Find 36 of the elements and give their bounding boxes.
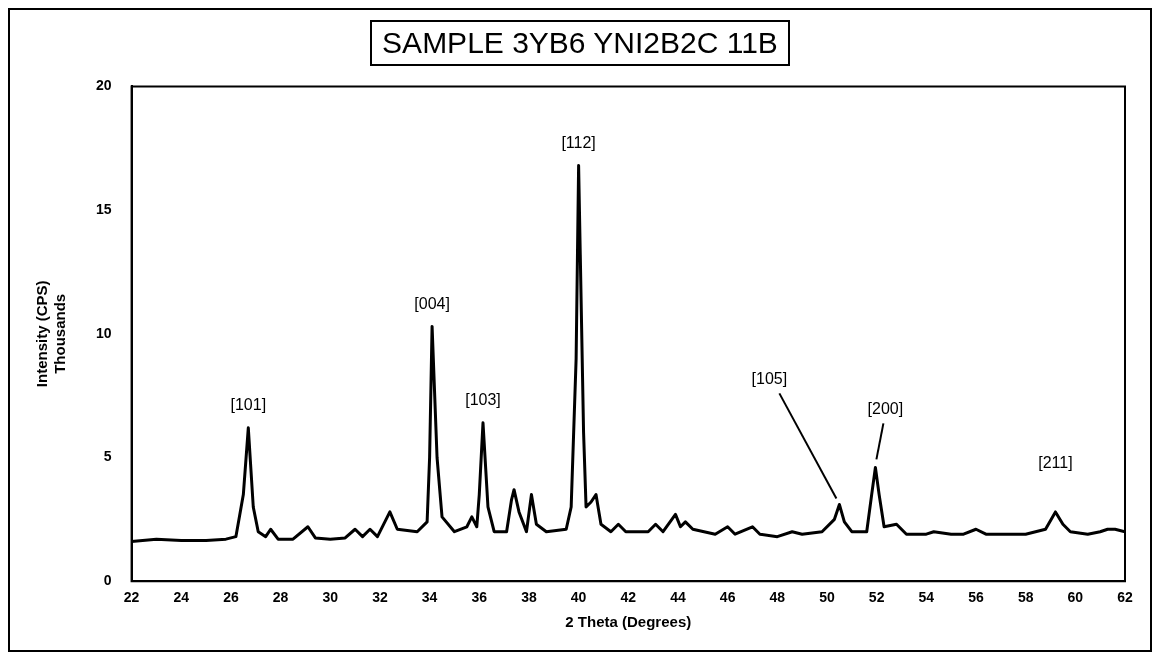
chart-title: SAMPLE 3YB6 YNI2B2C 11B: [370, 20, 790, 66]
y-axis-title: Intensity (CPS) Thousands: [33, 280, 69, 388]
annotation: [200]: [867, 399, 904, 417]
x-tick-label: 28: [272, 589, 289, 606]
x-tick-label: 36: [471, 589, 488, 606]
x-tick-label: 62: [1117, 589, 1133, 606]
x-tick-label: 22: [123, 589, 140, 606]
x-tick-label: 42: [620, 589, 637, 606]
x-tick-label: 24: [173, 589, 190, 606]
x-tick-label: 30: [322, 589, 339, 606]
x-axis-title: 2 Theta (Degrees): [565, 613, 692, 631]
x-tick-label: 48: [769, 589, 786, 606]
annotation: [105]: [751, 369, 788, 387]
x-tick-label: 60: [1067, 589, 1084, 606]
x-tick-label: 46: [719, 589, 736, 606]
annotation: [101]: [230, 396, 267, 414]
x-tick-label: 50: [819, 589, 835, 606]
x-tick-label: 26: [223, 589, 239, 606]
x-tick-label: 56: [968, 589, 984, 606]
x-tick-label: 44: [670, 589, 686, 606]
x-tick-label: 40: [570, 589, 587, 606]
x-tick-label: 52: [868, 589, 885, 606]
annotation: [103]: [465, 391, 501, 409]
x-tick-label: 32: [372, 589, 388, 606]
x-tick-label: 38: [521, 589, 537, 606]
x-tick-label: 54: [918, 589, 935, 606]
y-tick-label: 0: [103, 572, 112, 589]
annotation: [112]: [561, 133, 596, 151]
y-tick-label: 10: [95, 324, 112, 341]
x-tick-label: 58: [1017, 589, 1034, 606]
annotation: [211]: [1038, 454, 1073, 472]
annotation: [004]: [414, 294, 450, 312]
x-tick-label: 34: [421, 589, 438, 606]
y-tick-label: 20: [95, 77, 112, 94]
y-tick-label: 5: [103, 448, 112, 465]
y-tick-label: 15: [95, 200, 112, 217]
